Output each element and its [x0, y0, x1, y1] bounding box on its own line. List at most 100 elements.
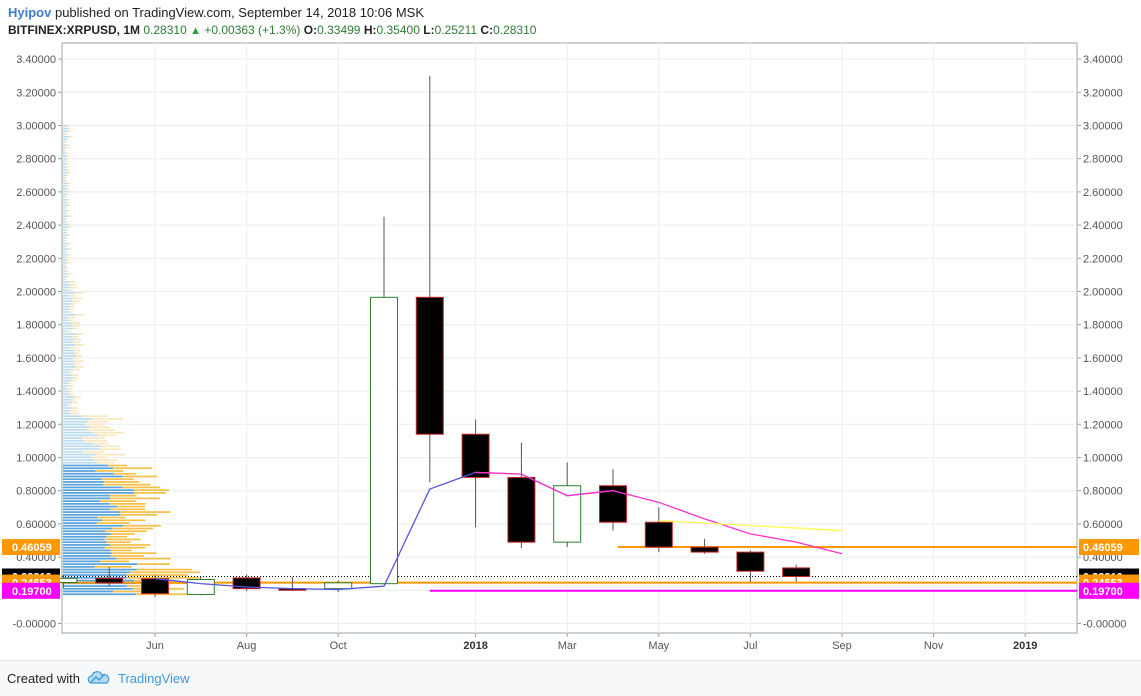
volume-bar-up — [72, 357, 78, 360]
volume-bar-up — [68, 130, 72, 133]
candle-body[interactable] — [186, 579, 215, 595]
volume-bar-up — [68, 135, 72, 138]
y-tick-label-left: 1.00000 — [16, 453, 56, 465]
volume-bar-down — [63, 193, 67, 196]
volume-bar-up — [73, 376, 79, 379]
volume-bar-up — [65, 231, 68, 234]
volume-bar-up — [65, 179, 68, 182]
volume-bar-up — [72, 297, 83, 300]
price-badge-right — [1079, 539, 1139, 556]
volume-bar-up — [112, 527, 154, 530]
volume-bar-down — [63, 125, 68, 127]
volume-bar-down — [63, 267, 66, 270]
y-tick-label-right: 0.40000 — [1083, 552, 1123, 564]
volume-bar-up — [67, 125, 70, 127]
volume-bar-down — [63, 366, 76, 368]
candle-body[interactable] — [415, 296, 444, 435]
volume-bar-up — [69, 319, 74, 322]
magenta-trend-line[interactable] — [475, 471, 843, 555]
up-arrow-icon: ▲ — [190, 25, 201, 37]
volume-bar-up — [66, 209, 70, 212]
volume-bar-up — [65, 146, 69, 149]
volume-bar-up — [123, 524, 161, 527]
volume-bar-up — [65, 278, 67, 281]
volume-bar-down — [63, 212, 66, 215]
volume-bar-up — [69, 393, 75, 396]
volume-bar-down — [63, 166, 66, 168]
volume-bar-down — [63, 431, 93, 434]
x-tick-label: Mar — [558, 640, 577, 652]
volume-bar-up — [73, 327, 78, 330]
volume-bar-down — [63, 483, 104, 486]
candle-body[interactable] — [95, 577, 124, 584]
volume-bar-up — [71, 324, 81, 327]
volume-bar-down — [63, 218, 66, 220]
volume-bar-down — [63, 396, 74, 398]
y-tick-label-right: 2.40000 — [1083, 220, 1123, 232]
volume-bar-down — [63, 552, 112, 555]
candle-body[interactable] — [232, 577, 261, 590]
candle-body[interactable] — [644, 521, 673, 548]
volume-bar-down — [63, 146, 66, 149]
volume-bar-down — [63, 231, 66, 234]
plot-area[interactable] — [61, 42, 1078, 634]
candle-body[interactable] — [782, 567, 811, 578]
volume-bar-up — [66, 261, 72, 264]
volume-bar-down — [63, 130, 69, 133]
volume-bar-up — [110, 494, 137, 497]
volume-bar-down — [63, 360, 75, 363]
volume-bar-up — [94, 565, 132, 568]
y-tick-label-right: 2.60000 — [1083, 187, 1123, 199]
price-badge-label-right: 0.46059 — [1083, 542, 1123, 554]
volume-bar-up — [89, 426, 110, 429]
candle-body[interactable] — [324, 582, 353, 590]
volume-bar-down — [63, 524, 124, 527]
volume-bar-up — [68, 281, 76, 283]
chart-canvas[interactable]: -0.00000-0.000000.200000.200000.400000.4… — [0, 42, 1141, 660]
candle-body[interactable] — [507, 476, 536, 543]
candle-body[interactable] — [141, 578, 169, 595]
volume-bar-up — [136, 593, 188, 596]
volume-bar-down — [63, 352, 74, 355]
y-tick-label-left: 2.00000 — [16, 287, 56, 299]
volume-bar-down — [63, 338, 75, 341]
volume-bar-up — [93, 442, 109, 445]
volume-bar-up — [85, 423, 105, 426]
volume-bar-down — [63, 168, 66, 171]
volume-bar-down — [63, 341, 73, 344]
volume-bar-up — [65, 220, 68, 223]
volume-bar-down — [63, 456, 91, 459]
volume-bar-down — [63, 489, 134, 492]
volume-bar-down — [63, 250, 66, 253]
volume-bar-down — [63, 555, 111, 557]
volume-bar-down — [63, 563, 138, 565]
volume-bar-up — [104, 481, 140, 483]
volume-bar-down — [63, 220, 66, 223]
tradingview-link[interactable]: TradingView — [118, 671, 190, 686]
volume-bar-down — [63, 163, 67, 166]
volume-bar-up — [67, 223, 71, 226]
volume-bar-up — [65, 212, 69, 215]
volume-bar-up — [120, 513, 158, 516]
volume-bar-up — [105, 530, 147, 533]
volume-bar-up — [111, 552, 157, 555]
yellow-trend-line[interactable] — [658, 519, 843, 532]
ohlc-line: BITFINEX:XRPUSD, 1M 0.28310 ▲ +0.00363 (… — [8, 23, 536, 37]
price-chart[interactable]: -0.00000-0.000000.200000.200000.400000.4… — [0, 42, 1141, 660]
y-tick-label-right: 3.40000 — [1083, 54, 1123, 66]
volume-bar-up — [122, 475, 158, 478]
candle-body[interactable] — [461, 433, 490, 478]
price-badge-label-left: 0.46059 — [12, 542, 52, 554]
volume-bar-down — [63, 407, 72, 409]
candle-body[interactable] — [690, 546, 719, 553]
volume-bar-up — [67, 253, 71, 256]
volume-bar-down — [63, 152, 66, 155]
volume-bar-down — [63, 429, 88, 431]
candle-body[interactable] — [370, 296, 398, 585]
volume-bar-down — [63, 494, 111, 497]
volume-bar-up — [107, 464, 128, 467]
author-link[interactable]: Hyipov — [8, 5, 52, 20]
volume-bar-up — [65, 160, 68, 163]
volume-bar-down — [63, 379, 71, 382]
candle-body[interactable] — [736, 551, 765, 572]
